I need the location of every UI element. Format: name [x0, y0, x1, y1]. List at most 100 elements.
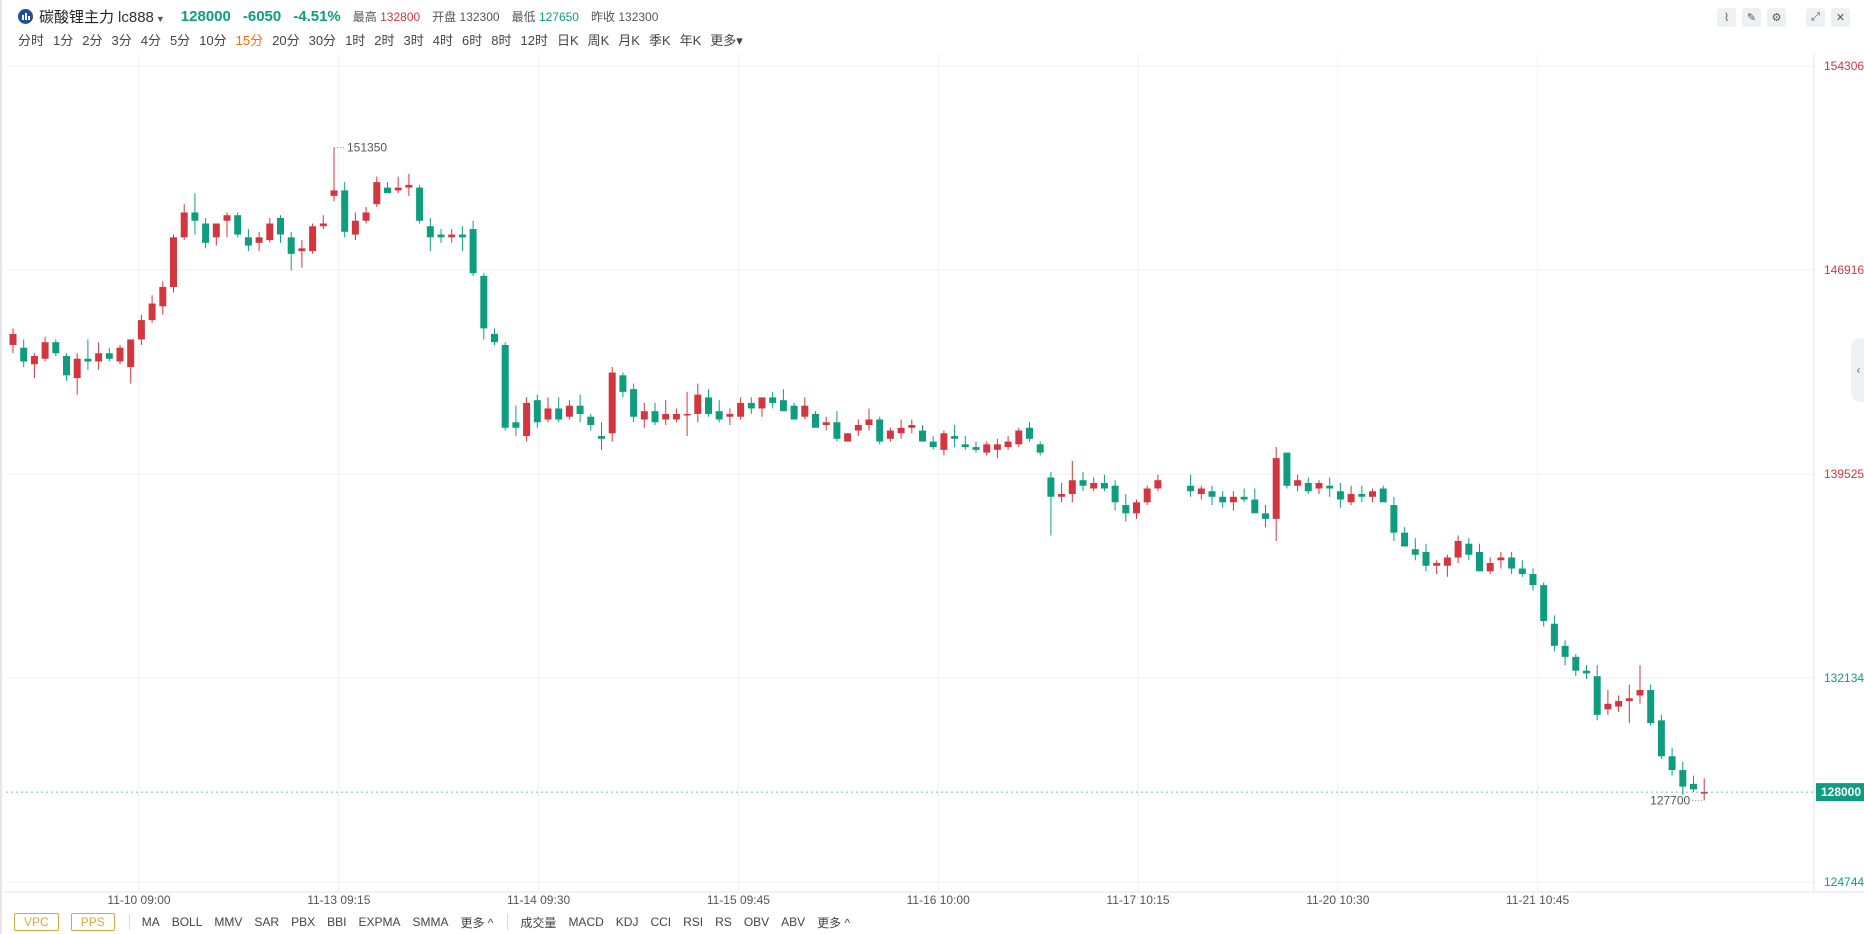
candle-body [1272, 458, 1280, 519]
symbol-code: lc888 [118, 8, 154, 26]
close-icon[interactable]: ✕ [1831, 8, 1850, 27]
candle-body [961, 444, 969, 448]
candle-body [287, 237, 295, 254]
candle-body [1187, 485, 1195, 492]
period-tab-6[interactable]: 10分 [199, 33, 227, 48]
indicator-main-pps[interactable]: PPS [70, 913, 115, 931]
candle-body [469, 229, 477, 274]
candle-body [844, 433, 852, 442]
candle-body [1111, 485, 1119, 503]
period-tab-11[interactable]: 2时 [374, 33, 395, 48]
period-tab-1[interactable]: 1分 [53, 33, 74, 48]
period-tab-16[interactable]: 12时 [520, 33, 548, 48]
candle-body [940, 433, 948, 450]
period-tab-4[interactable]: 4分 [140, 33, 161, 48]
candle-body [854, 425, 862, 431]
period-tab-12[interactable]: 3时 [403, 33, 424, 48]
candle-body [394, 187, 402, 191]
indicator-overlay-4[interactable]: PBX [291, 915, 316, 929]
candle-body [362, 212, 370, 221]
period-tab-5[interactable]: 5分 [169, 33, 191, 48]
period-tab-10[interactable]: 1时 [345, 33, 366, 48]
indicator-main-vpc[interactable]: VPC [14, 913, 59, 931]
indicator-sub-6[interactable]: OBV [743, 915, 770, 929]
indicator-divider [128, 914, 130, 930]
candle-body [1219, 496, 1227, 503]
candle-body [351, 220, 359, 235]
x-tick-label: 11-13 09:15 [307, 893, 370, 907]
indicator-sub-8[interactable]: 更多 ^ [817, 915, 851, 930]
indicator-sub-5[interactable]: RS [715, 915, 732, 929]
candle-style-icon[interactable]: ⚙ [1767, 8, 1786, 27]
period-tab-18[interactable]: 周K [587, 33, 610, 48]
indicator-divider [507, 914, 509, 930]
period-tab-21[interactable]: 年K [679, 33, 702, 48]
period-tab-14[interactable]: 6时 [462, 33, 483, 48]
indicator-sub-7[interactable]: ABV [781, 915, 806, 929]
x-tick-label: 11-15 09:45 [707, 893, 770, 907]
candle-body [1476, 551, 1483, 572]
y-tick-label: 154306 [1824, 59, 1864, 73]
line-tool-icon[interactable]: ⌇ [1717, 8, 1736, 27]
period-tab-7[interactable]: 15分 [235, 33, 264, 48]
indicator-sub-0[interactable]: 成交量 [520, 915, 557, 930]
candle-body [458, 234, 466, 238]
candle-body [1401, 532, 1409, 547]
candle-body [1047, 477, 1055, 497]
candlestick-chart[interactable]: 154306 146916 139525 132134 124744 11-10 09:0… [2, 0, 1864, 910]
candle-body [1572, 656, 1580, 671]
candle-body [1443, 557, 1451, 566]
candle-body [694, 394, 702, 414]
indicator-overlay-1[interactable]: BOLL [171, 915, 203, 929]
period-tab-8[interactable]: 20分 [272, 33, 300, 48]
candle-body [715, 411, 723, 420]
indicator-overlay-7[interactable]: SMMA [412, 915, 449, 929]
indicator-sub-4[interactable]: RSI [683, 915, 704, 929]
candle-body [1100, 482, 1108, 489]
candle-body [437, 234, 445, 238]
chevron-left-icon: ‹ [1856, 363, 1861, 377]
expand-icon[interactable]: ⤢ [1806, 8, 1825, 27]
candle-body [972, 447, 980, 450]
candle-body [801, 405, 809, 417]
period-tab-22[interactable]: 更多▾ [710, 33, 743, 48]
candle-body [1679, 770, 1687, 787]
period-tab-19[interactable]: 月K [618, 33, 640, 48]
indicator-sub-2[interactable]: KDJ [615, 915, 639, 929]
indicator-overlay-3[interactable]: SAR [254, 915, 280, 929]
period-tab-20[interactable]: 季K [648, 33, 671, 48]
indicator-overlay-2[interactable]: MMV [214, 915, 243, 929]
pen-icon[interactable]: ✎ [1742, 8, 1761, 27]
period-tab-17[interactable]: 日K [556, 33, 579, 48]
candle-body [298, 248, 306, 252]
period-tabs: 分时 1分 2分 3分 4分 5分 10分 15分 20分 30分 1时 2时 3时 4时 6时 8时 12时日… [18, 30, 752, 49]
indicator-overlay-6[interactable]: EXPMA [358, 915, 401, 929]
indicator-overlay-0[interactable]: MA [141, 915, 160, 929]
candle-body [1550, 623, 1558, 646]
candle-body [1208, 491, 1216, 497]
candle-body [373, 182, 381, 205]
indicator-overlay-5[interactable]: BBI [327, 915, 347, 929]
symbol-selector[interactable]: 碳酸锂主力 lc888 ▼ [39, 6, 165, 27]
candle-body [1593, 676, 1601, 715]
period-tab-0[interactable]: 分时 [18, 33, 45, 48]
indicator-overlay-8[interactable]: 更多 ^ [460, 915, 494, 930]
period-tab-15[interactable]: 8时 [491, 33, 512, 48]
candle-body [1004, 441, 1012, 448]
candle-body [1133, 502, 1140, 514]
stat-high: 最高 132800 [352, 9, 421, 24]
period-tab-9[interactable]: 30分 [308, 33, 337, 48]
period-tab-3[interactable]: 3分 [111, 33, 132, 48]
indicator-sub-1[interactable]: MACD [568, 915, 604, 929]
candle-body [405, 184, 413, 188]
period-tab-13[interactable]: 4时 [432, 33, 453, 48]
candle-body [148, 303, 156, 321]
candle-body [1122, 505, 1130, 514]
indicator-sub-3[interactable]: CCI [650, 915, 672, 929]
candle-body [52, 342, 60, 354]
candle-body [1411, 549, 1419, 555]
side-panel-toggle[interactable]: ‹ [1851, 338, 1864, 402]
candle-body [266, 223, 274, 241]
candle-body [1347, 494, 1355, 503]
period-tab-2[interactable]: 2分 [82, 33, 103, 48]
